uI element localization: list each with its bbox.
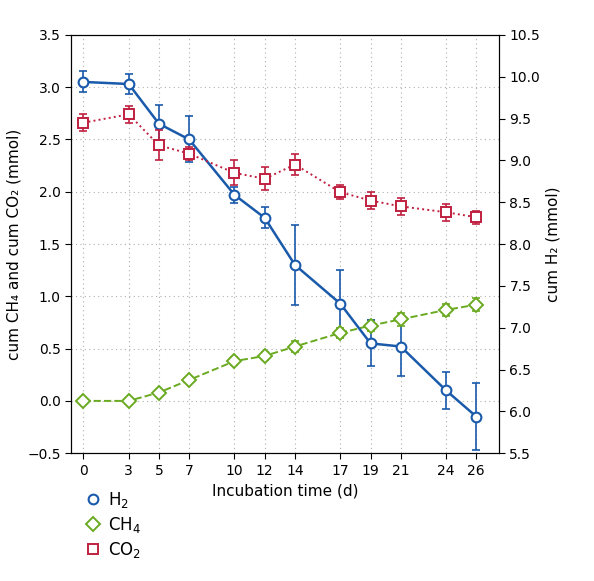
X-axis label: Incubation time (d): Incubation time (d) [212,483,358,498]
Y-axis label: cum CH₄ and cum CO₂ (mmol): cum CH₄ and cum CO₂ (mmol) [7,128,22,360]
Legend: H$_2$, CH$_4$, CO$_2$: H$_2$, CH$_4$, CO$_2$ [80,483,148,567]
Y-axis label: cum H₂ (mmol): cum H₂ (mmol) [546,187,561,302]
